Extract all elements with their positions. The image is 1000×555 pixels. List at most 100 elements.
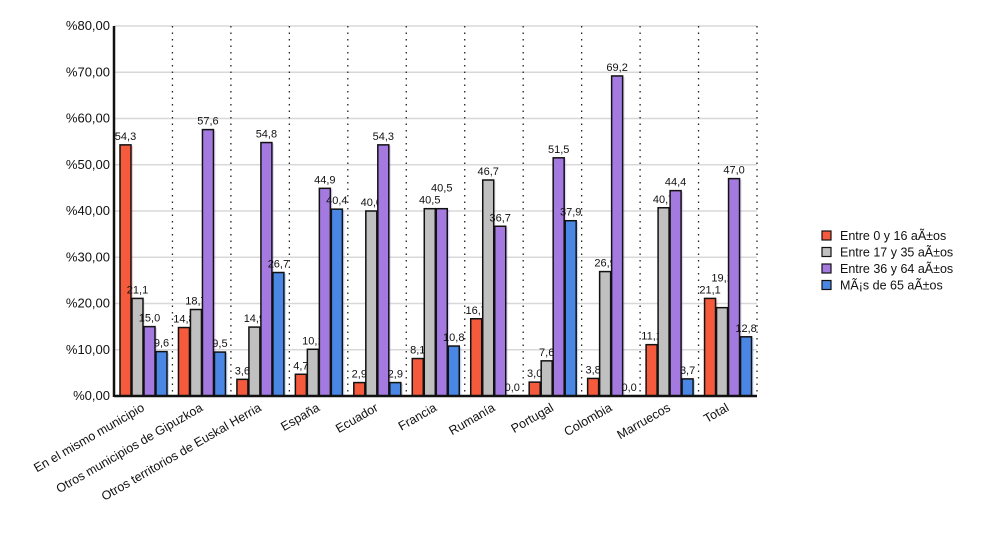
bar (365, 210, 378, 397)
data-label: 2,9 (352, 369, 367, 381)
bar (318, 187, 332, 397)
data-label: 7,6 (539, 347, 554, 359)
y-tick-label: %40,00 (66, 203, 110, 218)
bar (435, 207, 449, 397)
data-label: 18,7 (185, 296, 206, 308)
data-label: 0,0 (621, 382, 636, 394)
bar (177, 326, 191, 397)
bar (540, 360, 553, 397)
legend-swatch (821, 246, 832, 258)
bar (423, 207, 437, 397)
bar (213, 351, 227, 397)
bar (189, 308, 203, 397)
legend-label: MÃ¡s de 65 aÃ±os (840, 279, 943, 293)
bar (528, 381, 541, 397)
bar (703, 297, 717, 397)
data-label: 40,4 (326, 195, 347, 207)
data-label: 46,7 (478, 166, 499, 178)
bar (389, 381, 402, 397)
data-label: 3,0 (527, 368, 542, 380)
bar (119, 144, 132, 397)
data-label: 44,9 (314, 174, 335, 186)
data-label: 9,6 (154, 338, 169, 350)
data-label: 4,7 (293, 360, 308, 372)
x-tick-label: Francia (396, 400, 439, 433)
data-label: 3,8 (585, 364, 600, 376)
x-tick-label: España (278, 400, 322, 433)
data-label: 51,5 (548, 144, 569, 156)
bar (201, 128, 215, 397)
data-label: 40,7 (653, 194, 674, 206)
data-label: 3,7 (680, 365, 695, 377)
y-tick-label: %30,00 (66, 249, 110, 264)
data-label: 8,1 (410, 345, 425, 357)
data-label: 0,0 (505, 382, 520, 394)
bar (353, 381, 366, 397)
bar (469, 318, 483, 397)
data-label: 40,0 (361, 197, 382, 209)
data-label: 10,1 (302, 335, 323, 347)
bar (715, 306, 729, 397)
legend-swatch (821, 263, 832, 274)
bar (377, 144, 390, 397)
y-tick-label: %20,00 (66, 296, 110, 311)
data-label: 44,4 (665, 177, 686, 189)
bar (739, 336, 753, 397)
legend-swatch (821, 279, 832, 291)
data-label: 57,6 (197, 116, 218, 128)
bar (294, 373, 308, 397)
data-label: 10,8 (443, 332, 464, 344)
bar (447, 345, 461, 397)
data-label: 9,5 (212, 338, 227, 350)
bar (411, 357, 425, 397)
bar (552, 157, 565, 397)
bar (493, 225, 507, 397)
data-label: 3,6 (235, 365, 250, 377)
y-tick-label: %0,00 (73, 388, 110, 403)
bar (155, 350, 168, 397)
legend-label: Entre 0 y 16 aÃ±os (840, 229, 946, 243)
bar (610, 75, 624, 397)
x-tick-label: Rumanía (447, 400, 498, 438)
data-label: 2,9 (388, 369, 403, 381)
bar (598, 270, 612, 397)
data-label: 40,5 (431, 183, 452, 195)
data-label: 54,3 (115, 131, 136, 143)
bar (248, 326, 261, 397)
data-label: 54,8 (256, 129, 277, 141)
bar (586, 377, 600, 397)
x-tick-label: Portugal (509, 400, 556, 435)
legend-swatch (821, 230, 832, 241)
bar (645, 343, 658, 397)
data-label: 16,7 (466, 305, 487, 317)
data-label: 21,1 (127, 284, 148, 296)
data-label: 26,9 (594, 258, 615, 270)
x-tick-label: Colombia (562, 400, 615, 439)
data-label: 54,3 (373, 131, 394, 143)
data-label: 12,8 (735, 323, 756, 335)
data-label: 47,0 (723, 165, 744, 177)
data-label: 26,7 (268, 259, 289, 271)
legend-label: Entre 36 y 64 aÃ±os (840, 262, 953, 276)
bar (236, 378, 249, 397)
legend-label: Entre 17 y 35 aÃ±os (840, 246, 953, 260)
x-tick-label: Total (701, 400, 731, 425)
data-label: 21,1 (699, 284, 720, 296)
y-tick-label: %60,00 (66, 111, 110, 126)
bar (330, 208, 344, 397)
bar (272, 271, 285, 397)
bar (681, 378, 694, 397)
bar (564, 219, 577, 397)
data-label: 40,5 (419, 195, 440, 207)
y-tick-label: %70,00 (66, 64, 110, 79)
bar (657, 207, 670, 397)
data-label: 69,2 (606, 62, 627, 74)
data-label: 14,9 (244, 313, 265, 325)
bar (306, 348, 320, 397)
x-tick-label: Marruecos (615, 400, 673, 442)
y-tick-label: %80,00 (66, 18, 110, 33)
data-label: 15,0 (139, 313, 160, 325)
data-label: 36,7 (490, 212, 511, 224)
bar (727, 177, 741, 397)
